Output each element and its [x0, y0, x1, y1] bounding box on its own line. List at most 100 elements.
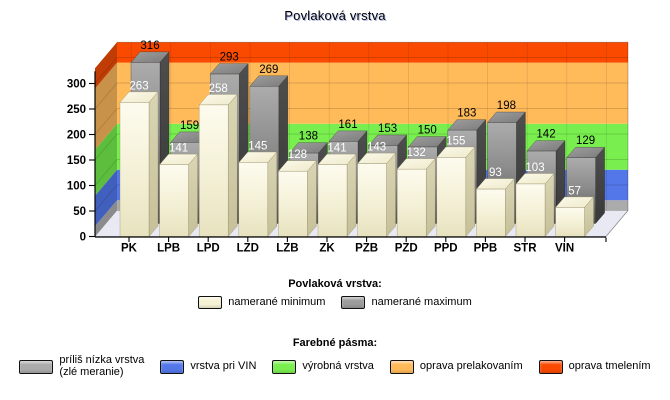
data-label-min-LPD: 258 [209, 83, 228, 95]
series-legend: Povlaková vrstva: namerané minimum namera… [0, 278, 670, 309]
x-axis-label-PPB: PPB [474, 243, 498, 255]
bar-min-PZD-front [396, 168, 427, 237]
data-label-max-LZB: 138 [299, 131, 318, 143]
bar-min-VIN-front [555, 207, 585, 237]
wall-gridline-100 [94, 159, 118, 186]
series-legend-header: Povlaková vrstva: [288, 278, 382, 290]
bar-min-PPD-side [465, 146, 476, 238]
legend-swatch-legend-bands-0 [19, 359, 54, 374]
data-label-min-PPD: 155 [446, 135, 465, 147]
back-wall-band-3 [117, 62, 628, 124]
bar-min-PZD-side [425, 158, 436, 238]
x-axis-label-LZD: LZD [237, 243, 259, 255]
legend-item-legend-bands-2: výrobná vrstva [272, 359, 374, 374]
legend-label-legend-bands-0: príliš nízka vrstva (zlé meranie) [59, 354, 145, 378]
bands-legend-header: Farebné pásma: [292, 337, 378, 349]
left-wall-band-2 [95, 123, 117, 196]
data-label-max-PPD: 183 [457, 108, 476, 120]
data-label-max-PPB: 198 [497, 100, 516, 112]
bar-min-PK-side [148, 91, 159, 238]
left-wall-band-0 [95, 200, 117, 237]
y-tick-label-50: 50 [73, 206, 86, 218]
legend-label-legend-bands-4: oprava tmelením [568, 359, 651, 372]
floor-right-edge [605, 210, 629, 237]
data-label-max-ZK: 161 [338, 119, 357, 131]
data-label-min-PK: 263 [129, 80, 148, 92]
y-tick-label-250: 250 [67, 104, 86, 116]
x-axis-label-LPD: LPD [197, 243, 220, 255]
bar-min-STR-side [544, 172, 555, 238]
y-tick-label-300: 300 [67, 79, 86, 91]
x-axis-label-PZB: PZB [355, 243, 378, 255]
bands-legend: Farebné pásma: príliš nízka vrstva (zlé m… [0, 337, 670, 378]
chart-title: Povlaková vrstva [284, 8, 386, 23]
legend-item-legend-bands-4: oprava tmelením [538, 359, 651, 374]
legend-swatch-legend-bands-1 [160, 359, 185, 374]
y-tick-label-100: 100 [67, 181, 86, 193]
data-label-min-ZK: 141 [327, 143, 346, 155]
bar-min-ZK-side [346, 153, 357, 238]
legend-swatch-legend-series-0 [198, 296, 223, 309]
bar-min-LPD-front [198, 104, 229, 237]
bar-min-PK-front [119, 102, 150, 237]
legend-item-legend-bands-0: príliš nízka vrstva (zlé meranie) [19, 354, 145, 378]
legend-item-legend-bands-3: oprava prelakovaním [389, 359, 523, 374]
bar-min-LZD-front [238, 162, 269, 237]
bar-max-VIN-side [595, 146, 605, 225]
data-label-min-PZB: 143 [367, 142, 386, 154]
x-axis-label-PPD: PPD [434, 243, 458, 255]
x-axis-label-LPB: LPB [157, 243, 180, 255]
legend-label-legend-series-0: namerané minimum [228, 295, 326, 308]
x-axis-label-PZD: PZD [395, 243, 418, 255]
legend-label-legend-bands-1: vrstva pri VIN [190, 359, 257, 372]
legend-label-legend-series-1: namerané maximum [371, 295, 472, 308]
y-tick-label-150: 150 [67, 155, 86, 167]
bar-min-LZB-front [278, 170, 308, 237]
bands-legend-row: príliš nízka vrstva (zlé meranie) vrstva p… [0, 354, 670, 378]
bar-min-STR-front [515, 183, 546, 237]
data-label-max-LPD: 293 [220, 52, 239, 64]
data-label-max-PK: 316 [140, 40, 159, 52]
data-label-min-LZB: 128 [288, 149, 307, 161]
wall-gridline-250 [94, 82, 118, 110]
data-label-min-LPB: 141 [169, 143, 188, 155]
back-wall-band-4 [117, 42, 628, 63]
bar-min-ZK-front [317, 164, 348, 237]
bar-min-LZB-side [307, 160, 317, 238]
legend-label-legend-bands-3: oprava prelakovaním [419, 359, 523, 372]
data-label-min-PPB: 93 [489, 167, 502, 179]
left-wall-band-4 [95, 42, 117, 89]
data-label-max-STR: 142 [536, 129, 555, 141]
legend-swatch-legend-bands-3 [389, 359, 414, 374]
data-label-min-LZD: 145 [248, 141, 267, 153]
legend-item-legend-bands-1: vrstva pri VIN [160, 359, 257, 374]
bar-min-LZD-side [267, 151, 278, 238]
data-label-min-STR: 103 [525, 162, 544, 174]
bar-min-LPB-front [159, 164, 189, 237]
y-tick-label-200: 200 [67, 130, 86, 142]
wall-gridline-50 [94, 184, 118, 212]
wall-gridline-150 [94, 133, 118, 161]
x-axis-label-PK: PK [121, 243, 138, 255]
y-tick-label-0: 0 [80, 232, 86, 244]
bar-min-PZB-front [357, 163, 387, 237]
data-label-max-LPB: 159 [180, 120, 199, 132]
data-label-max-PZB: 153 [378, 123, 397, 135]
x-axis-label-LZB: LZB [276, 243, 298, 255]
legend-item-legend-series-0: namerané minimum [198, 296, 325, 309]
bar-min-PPD-front [436, 157, 467, 237]
bar-min-PPB-front [476, 188, 506, 237]
x-axis-label-STR: STR [514, 243, 538, 255]
legend-item-legend-series-1: namerané maximum [341, 295, 472, 309]
series-legend-row: namerané minimum namerané maximum [0, 296, 670, 309]
bar-min-LPB-side [188, 153, 198, 238]
data-label-max-PZD: 150 [418, 125, 437, 137]
x-axis-label-VIN: VIN [555, 243, 574, 255]
x-axis-label-ZK: ZK [319, 243, 335, 255]
left-wall-band-3 [95, 62, 117, 150]
legend-swatch-legend-bands-4 [538, 359, 563, 374]
left-wall-band-1 [95, 169, 117, 227]
bar-chart-3d: 0 50 100 150 200 250 300 PK LPB LPD LZD LZB ZK PZB PZD… [67, 40, 629, 255]
data-label-max-LZD: 269 [259, 64, 278, 76]
